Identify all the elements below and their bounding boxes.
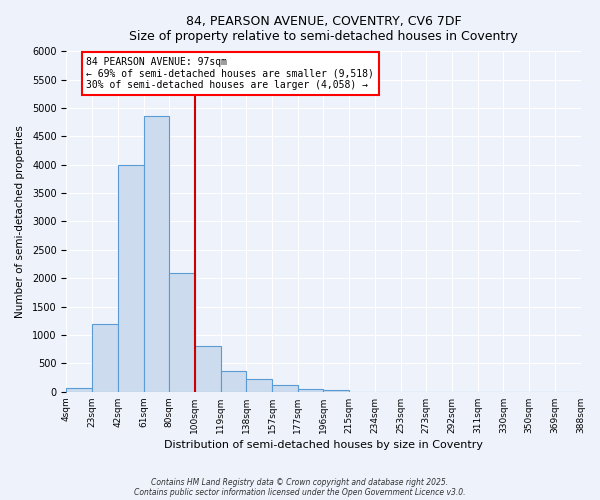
Bar <box>323 390 349 392</box>
Text: Contains HM Land Registry data © Crown copyright and database right 2025.
Contai: Contains HM Land Registry data © Crown c… <box>134 478 466 497</box>
Y-axis label: Number of semi-detached properties: Number of semi-detached properties <box>15 125 25 318</box>
Bar <box>92 324 118 392</box>
Bar <box>247 379 272 392</box>
Bar <box>67 388 92 392</box>
Bar <box>118 164 143 392</box>
Bar <box>272 385 298 392</box>
X-axis label: Distribution of semi-detached houses by size in Coventry: Distribution of semi-detached houses by … <box>164 440 483 450</box>
Bar <box>143 116 169 392</box>
Bar <box>195 346 221 392</box>
Bar <box>298 388 323 392</box>
Bar <box>221 370 247 392</box>
Text: 84 PEARSON AVENUE: 97sqm
← 69% of semi-detached houses are smaller (9,518)
30% o: 84 PEARSON AVENUE: 97sqm ← 69% of semi-d… <box>86 57 374 90</box>
Bar <box>169 272 195 392</box>
Title: 84, PEARSON AVENUE, COVENTRY, CV6 7DF
Size of property relative to semi-detached: 84, PEARSON AVENUE, COVENTRY, CV6 7DF Si… <box>129 15 518 43</box>
